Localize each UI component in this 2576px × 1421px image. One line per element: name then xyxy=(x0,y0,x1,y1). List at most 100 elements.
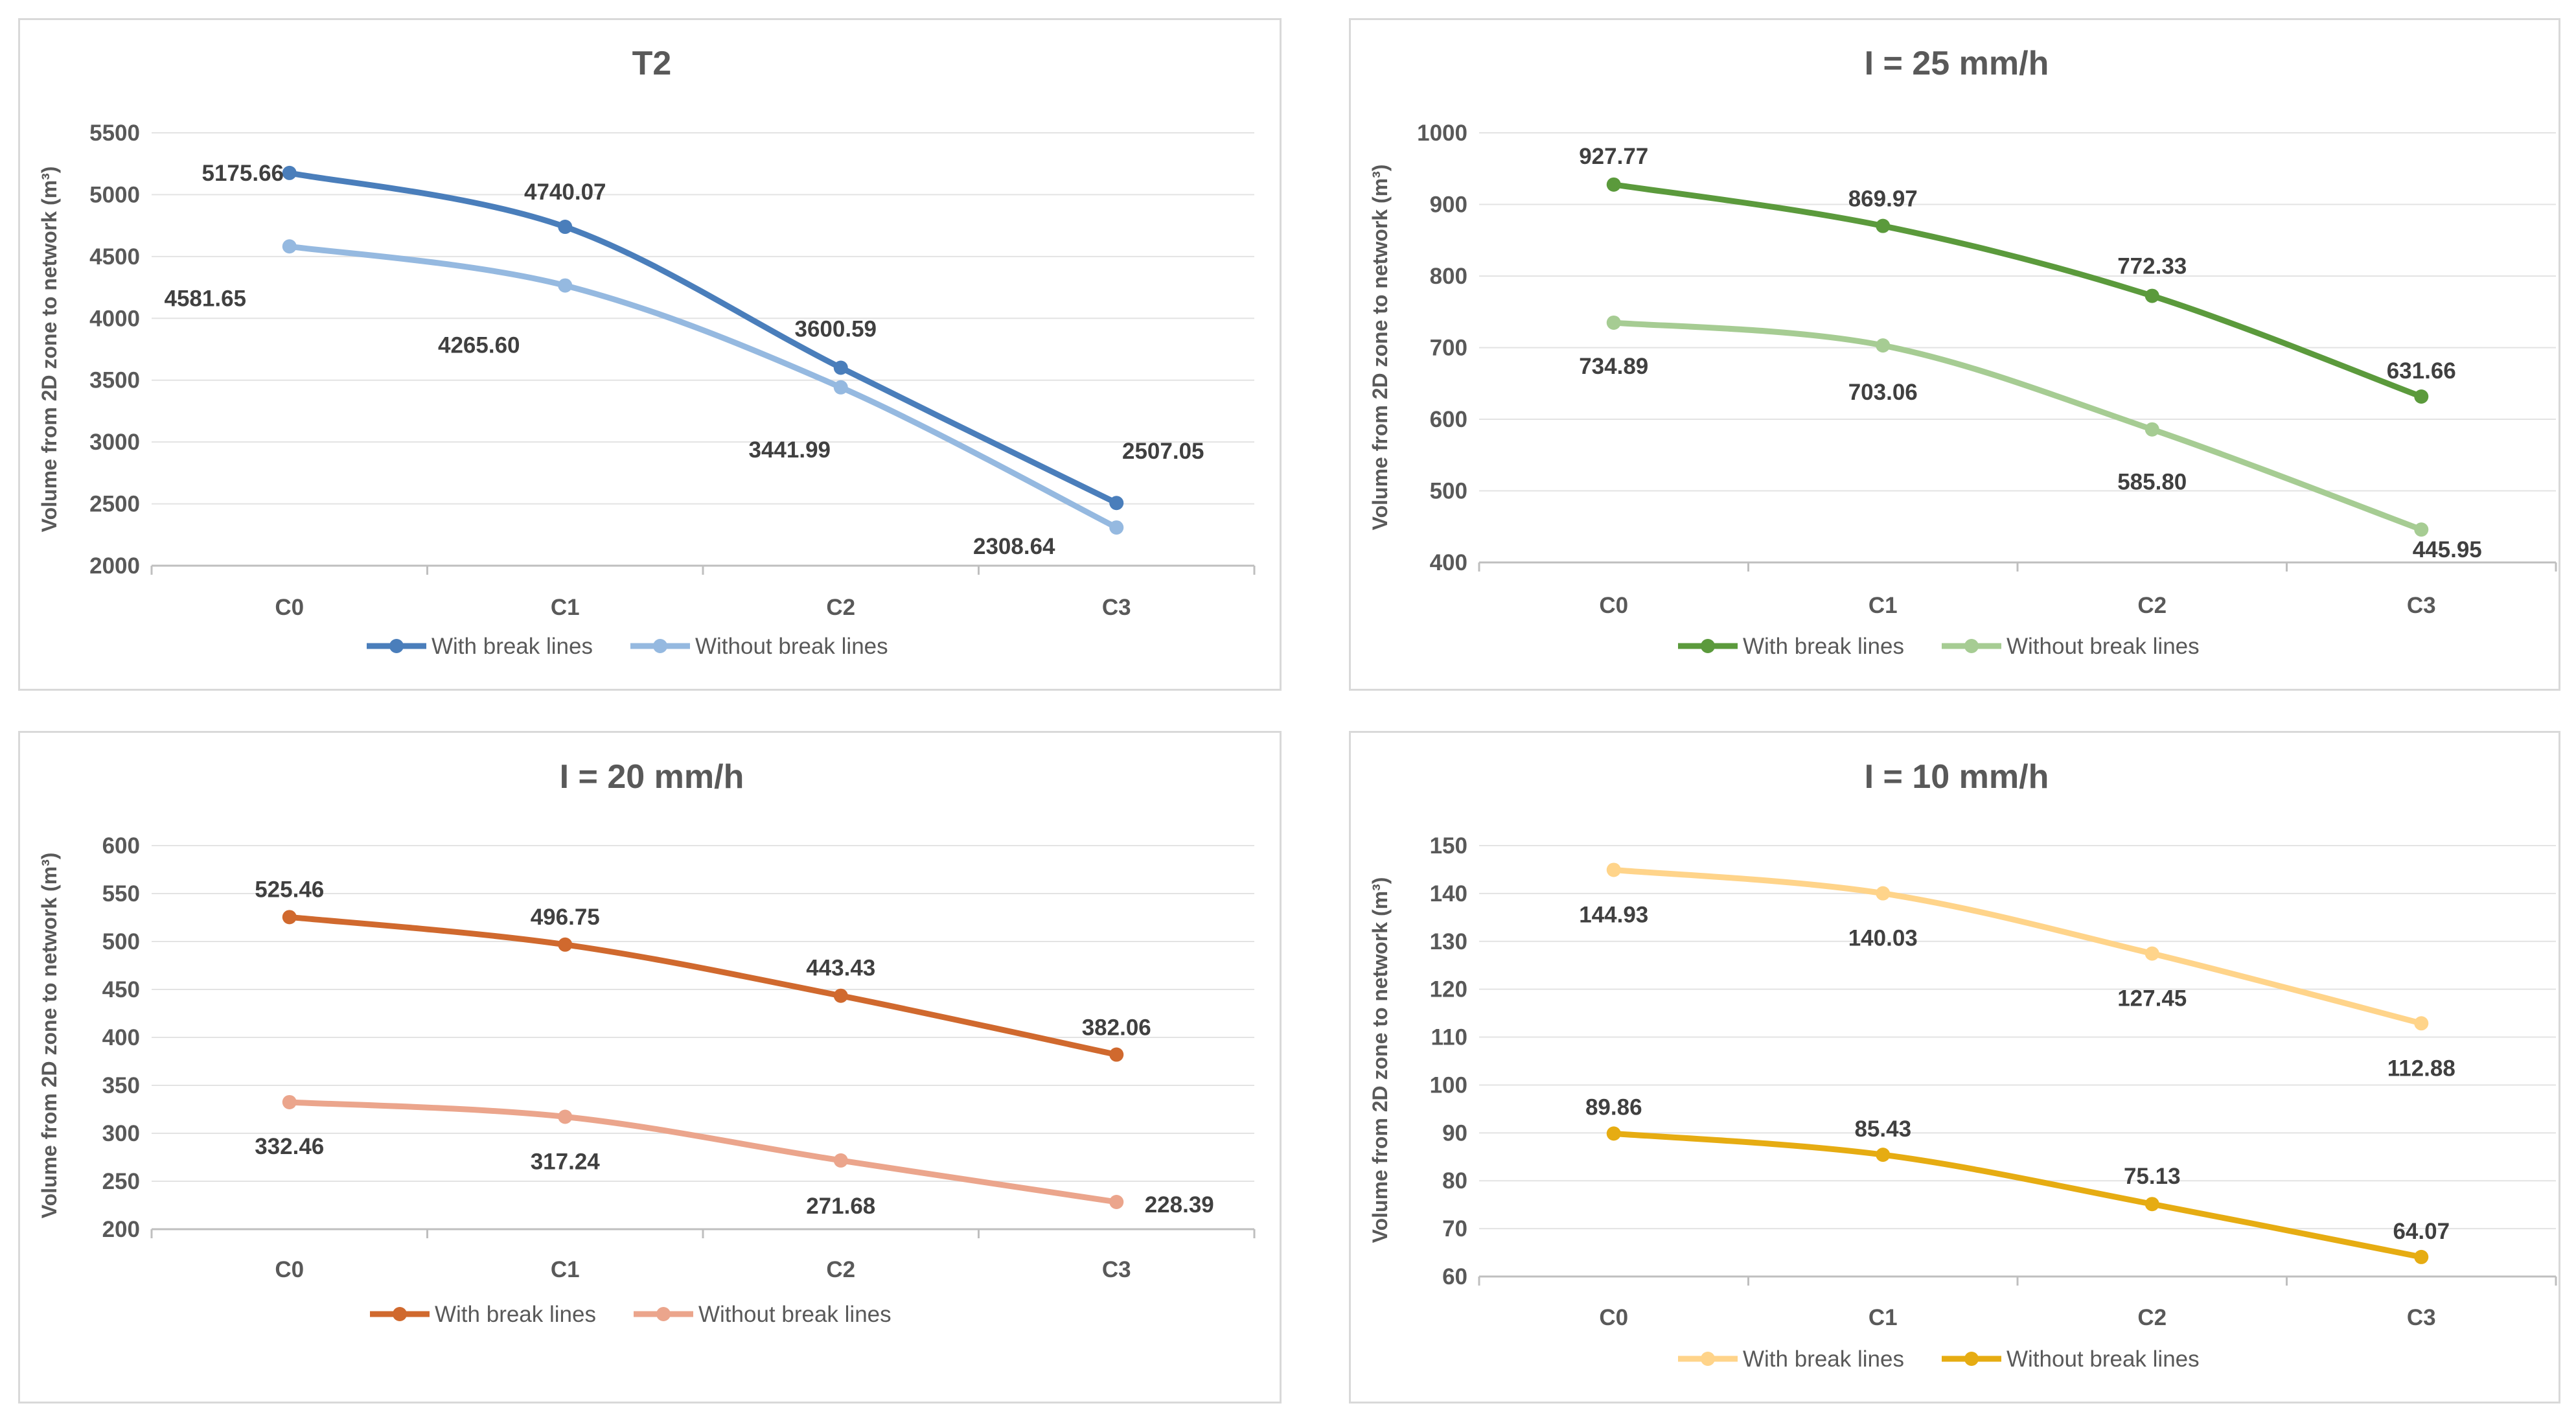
data-label: 228.39 xyxy=(1145,1192,1214,1218)
y-tick-label: 350 xyxy=(102,1073,140,1098)
x-tick-label: C3 xyxy=(1102,1257,1131,1282)
legend-marker xyxy=(1964,1352,1979,1366)
y-tick-label: 200 xyxy=(102,1217,140,1242)
legend-label: With break lines xyxy=(431,634,593,659)
data-label: 4581.65 xyxy=(164,286,246,311)
y-tick-label: 550 xyxy=(102,881,140,907)
x-tick-label: C2 xyxy=(826,595,855,620)
data-point xyxy=(833,380,848,395)
series-line xyxy=(286,243,1120,531)
x-tick-label: C0 xyxy=(275,595,304,620)
chart-panel-t2: T2 Volume from 2D zone to network (m³) 200… xyxy=(18,18,1282,691)
x-tick-label: C0 xyxy=(275,1257,304,1282)
legend-item: With break lines xyxy=(367,634,593,659)
series-with-break-lines: 5175.66 4740.07 3600.59 2507.05 xyxy=(201,161,1204,511)
data-label: 703.06 xyxy=(1848,380,1918,405)
series-line xyxy=(286,170,1120,506)
series-line xyxy=(286,914,1120,1058)
data-point xyxy=(833,360,848,375)
legend: With break lines Without break lines xyxy=(1678,1346,2200,1372)
chart-panel-i10: I = 10 mm/h Volume from 2D zone to networ… xyxy=(1349,731,2560,1404)
series-without-break-lines: 734.89 703.06 585.80 445.95 xyxy=(1579,315,2482,562)
data-label: 332.46 xyxy=(255,1134,324,1159)
data-point xyxy=(1876,1148,1891,1162)
data-label: 2507.05 xyxy=(1122,439,1204,464)
legend-item: Without break lines xyxy=(1941,1346,2200,1372)
line-chart: I = 20 mm/h Volume from 2D zone to networ… xyxy=(38,758,1256,1327)
x-tick-label: C3 xyxy=(2407,1305,2436,1330)
data-label: 85.43 xyxy=(1854,1116,1911,1142)
chart-title: I = 10 mm/h xyxy=(1865,758,2049,796)
y-tick-label: 800 xyxy=(1430,264,1467,289)
legend: With break lines Without break lines xyxy=(1678,634,2200,659)
legend-marker xyxy=(1964,639,1979,653)
y-axis-title: Volume from 2D zone to network (m³) xyxy=(1368,165,1392,531)
data-label: 4740.07 xyxy=(524,179,606,205)
data-point xyxy=(558,220,573,235)
legend-label: Without break lines xyxy=(698,1302,891,1327)
x-tick-label: C1 xyxy=(551,595,580,620)
data-point xyxy=(2414,522,2429,537)
line-chart: T2 Volume from 2D zone to network (m³) 200… xyxy=(38,45,1256,659)
data-point xyxy=(1109,496,1124,511)
series-line xyxy=(1611,181,2424,400)
y-tick-label: 700 xyxy=(1430,336,1467,361)
x-tick-label: C0 xyxy=(1599,593,1628,618)
y-tick-label: 250 xyxy=(102,1169,140,1194)
data-label: 3600.59 xyxy=(794,317,877,342)
y-tick-label: 60 xyxy=(1442,1264,1467,1289)
data-point xyxy=(1876,886,1891,901)
data-label: 89.86 xyxy=(1585,1094,1642,1120)
data-point xyxy=(2414,389,2429,404)
legend-marker xyxy=(1701,639,1715,653)
data-point xyxy=(282,1094,297,1109)
y-tick-label: 110 xyxy=(1431,1025,1467,1050)
y-axis-title: Volume from 2D zone to network (m³) xyxy=(38,167,61,533)
chart-panel-i25: I = 25 mm/h Volume from 2D zone to networ… xyxy=(1349,18,2560,691)
y-tick-label: 80 xyxy=(1442,1168,1467,1194)
legend-item: Without break lines xyxy=(633,1302,891,1327)
data-point xyxy=(2414,1249,2429,1264)
x-tick-label: C2 xyxy=(826,1257,855,1282)
legend-item: With break lines xyxy=(1678,1346,1904,1372)
y-tick-label: 2000 xyxy=(89,553,140,579)
y-tick-label: 90 xyxy=(1442,1120,1467,1146)
legend-item: Without break lines xyxy=(1941,634,2200,659)
data-point xyxy=(1876,338,1891,353)
chart-title: I = 25 mm/h xyxy=(1865,45,2049,82)
y-tick-label: 3500 xyxy=(89,368,140,393)
data-label: 4265.60 xyxy=(438,333,520,358)
y-axis-title: Volume from 2D zone to network (m³) xyxy=(1368,877,1392,1243)
data-label: 927.77 xyxy=(1579,144,1648,169)
data-point xyxy=(282,239,297,254)
y-tick-label: 130 xyxy=(1430,929,1467,954)
data-label: 382.06 xyxy=(1082,1015,1151,1041)
y-tick-label: 5000 xyxy=(89,182,140,207)
data-point xyxy=(2414,1016,2429,1031)
series-without-break-lines: 332.46 317.24 271.68 228.39 xyxy=(255,1094,1214,1219)
x-tick-label: C3 xyxy=(1102,595,1131,620)
y-axis-title: Volume from 2D zone to network (m³) xyxy=(38,853,61,1219)
data-label: 3441.99 xyxy=(748,437,831,463)
data-point xyxy=(1606,177,1621,192)
data-label: 140.03 xyxy=(1848,926,1918,951)
data-point xyxy=(282,165,297,180)
y-tick-label: 4500 xyxy=(89,244,140,270)
data-point xyxy=(833,988,848,1003)
data-point xyxy=(558,278,573,293)
legend-label: Without break lines xyxy=(2007,634,2200,659)
legend-label: With break lines xyxy=(1743,1346,1904,1372)
data-point xyxy=(558,1109,573,1124)
legend-item: Without break lines xyxy=(630,634,888,659)
series-line xyxy=(1611,1130,2424,1260)
series-with-break-lines: 525.46 496.75 443.43 382.06 xyxy=(255,877,1151,1062)
data-label: 585.80 xyxy=(2117,470,2187,495)
x-tick-label: C1 xyxy=(551,1257,580,1282)
data-point xyxy=(2145,1197,2159,1212)
line-chart: I = 25 mm/h Volume from 2D zone to networ… xyxy=(1368,45,2557,659)
x-tick-label: C2 xyxy=(2137,593,2167,618)
data-label: 5175.66 xyxy=(201,161,284,186)
data-point xyxy=(558,937,573,952)
x-tick-label: C0 xyxy=(1599,1305,1628,1330)
data-point xyxy=(833,1153,848,1168)
